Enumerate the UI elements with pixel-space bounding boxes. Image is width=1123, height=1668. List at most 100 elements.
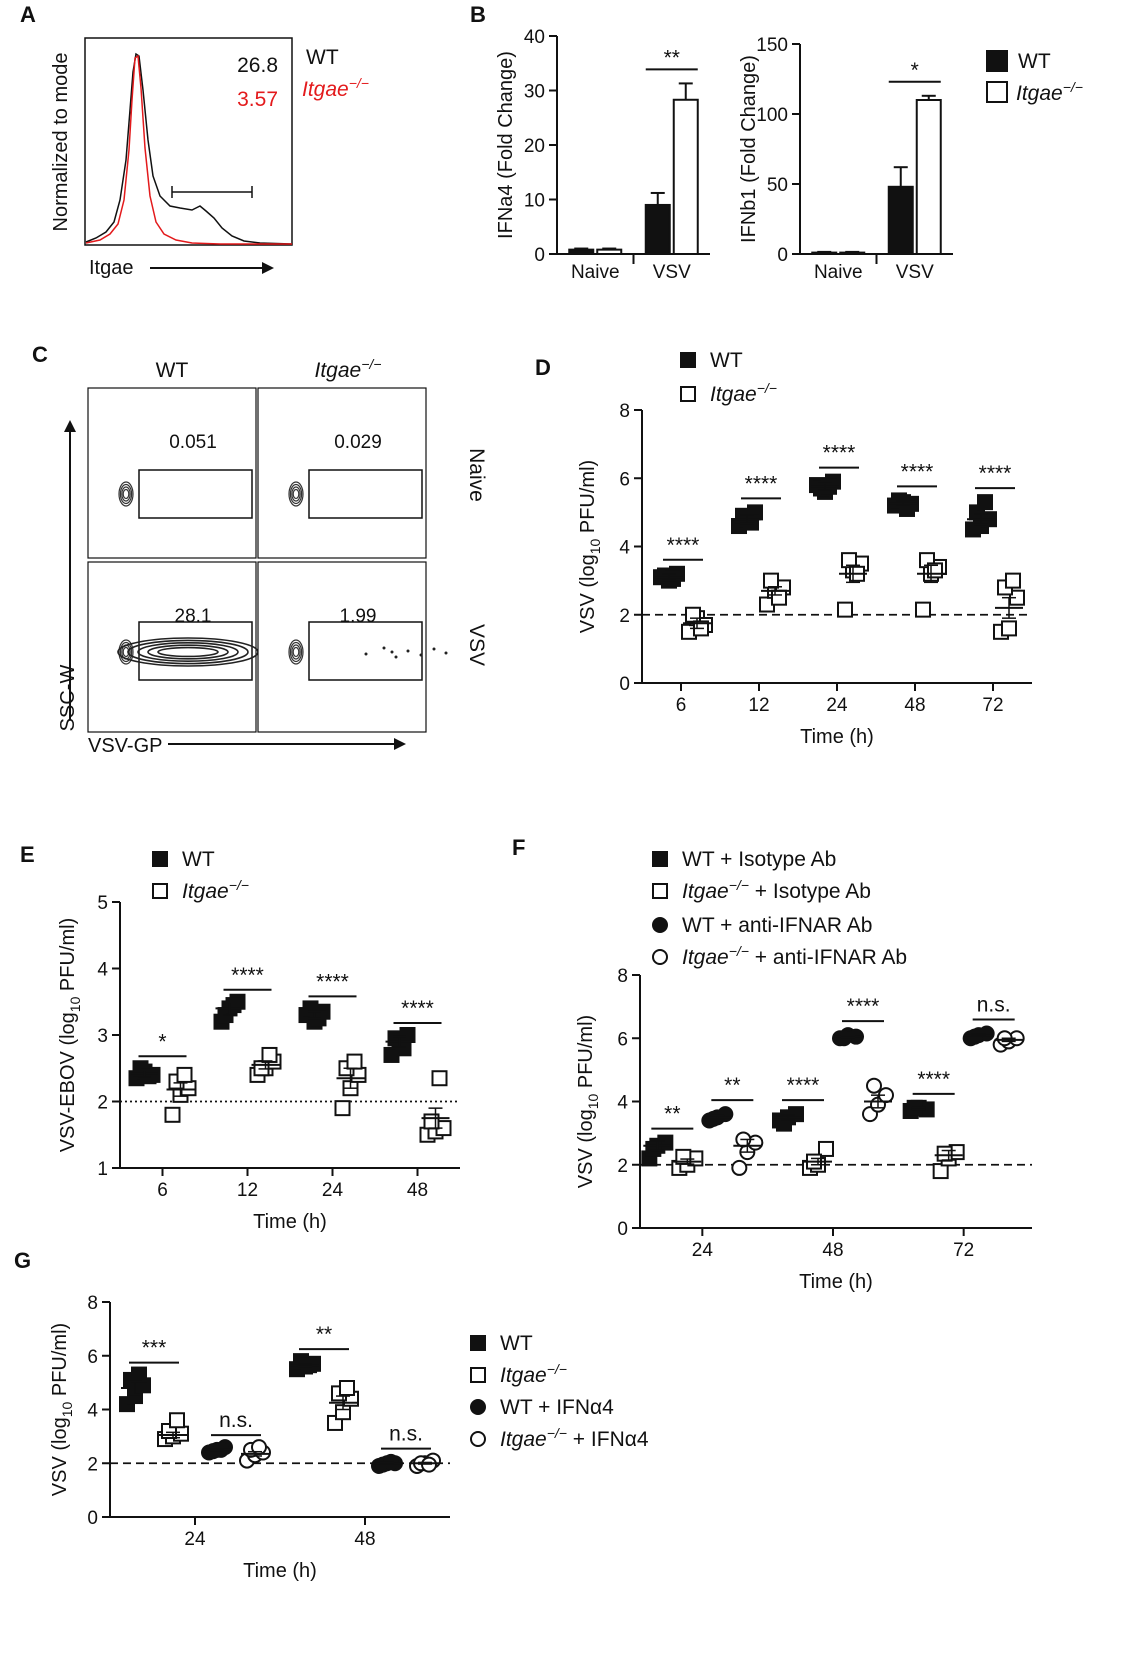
panel-e-sig-label: **** — [401, 997, 434, 1020]
panel-d-sig-label: **** — [979, 462, 1012, 485]
panel-e-sig-label: * — [158, 1030, 166, 1053]
panel-d-y-tick-label: 6 — [619, 469, 630, 490]
ifna4-chart-x-tick-label: Naive — [571, 262, 620, 283]
panel-label-b: B — [470, 2, 486, 27]
wt-histogram-trace — [85, 52, 293, 245]
panel-e-x-tick-label: 48 — [407, 1180, 428, 1201]
panel-d-sig-label: **** — [823, 442, 856, 465]
panel-f-x-label: Time (h) — [799, 1271, 873, 1293]
panel-d-x-tick-label: 48 — [904, 695, 925, 716]
panel-f-x-tick-label: 72 — [953, 1240, 974, 1261]
panel-g-legend-3-marker — [470, 1431, 486, 1447]
ifnb1-chart-x-tick-label: Naive — [814, 262, 863, 283]
panel-f-legend-3-marker — [652, 949, 668, 965]
flow-event-dot — [390, 650, 394, 654]
ifna4-chart-sig-label: ** — [664, 46, 680, 69]
panel-f-y-tick-label: 6 — [617, 1029, 628, 1050]
event-contour — [119, 641, 133, 663]
panel-e-y-tick-label: 5 — [97, 893, 108, 914]
panel-d-sig-label: **** — [667, 534, 700, 557]
panel-f-legend-2-marker — [652, 917, 668, 933]
event-contour — [288, 481, 304, 507]
ifna4-chart-y-tick-label: 0 — [534, 245, 545, 266]
histogram-frame — [84, 37, 293, 246]
panel-f-legend-2-label: WT + anti-IFNAR Ab — [682, 914, 872, 937]
gate-percent: 0.029 — [334, 432, 382, 453]
panel-f-y-label: VSV (log10 PFU/ml) — [575, 1015, 601, 1188]
panel-d-x-tick-label: 6 — [676, 695, 687, 716]
wt-percent: 26.8 — [237, 54, 278, 77]
itgae-percent: 3.57 — [237, 88, 278, 111]
ssc-label: SSC-W — [57, 665, 79, 732]
panel-label-c: C — [32, 342, 48, 367]
panel-f-data-point — [645, 1140, 662, 1157]
panel-d-data-point — [1005, 572, 1021, 589]
panel-g-y-tick-label: 2 — [87, 1454, 98, 1475]
ifnb1-chart-y-label: IFNb1 (Fold Change) — [738, 55, 760, 243]
panel-d-y-tick-label: 8 — [619, 401, 630, 422]
legend-wt: WT — [306, 46, 339, 69]
panel-d-data-point — [837, 601, 853, 618]
panel-f-data-point — [866, 1077, 882, 1094]
legend-wt-label: WT — [1018, 50, 1051, 73]
flow-event-dot — [382, 646, 386, 650]
panel-d-data-point — [915, 601, 931, 618]
event-contour — [288, 639, 304, 665]
ifnb1-chart-y-tick-label: 100 — [756, 105, 788, 126]
legend-itgae: Itgae−/− — [302, 75, 369, 101]
panel-d-data-point — [1001, 620, 1017, 637]
panel-g-sig-label: *** — [142, 1337, 167, 1360]
panel-label-f: F — [512, 835, 525, 860]
event-contour — [118, 481, 134, 507]
panel-e-legend-wt-label: WT — [182, 848, 215, 871]
panel-f-sig-label: n.s. — [977, 994, 1011, 1017]
ifna4-chart-y-tick-label: 10 — [524, 191, 545, 212]
flow-gate — [308, 469, 423, 519]
panel-g-y-tick-label: 4 — [87, 1401, 98, 1422]
ifna4-chart-bar — [672, 98, 699, 255]
ifnb1-chart-sig-label: * — [911, 59, 919, 82]
panel-e-y-tick-label: 4 — [97, 960, 108, 981]
vsv-positive-contour — [127, 639, 249, 665]
panel-f-legend-1-marker — [652, 883, 668, 899]
col-header-wt: WT — [156, 359, 189, 382]
event-contour — [291, 644, 301, 660]
panel-f-x-tick-label: 48 — [822, 1240, 843, 1261]
panel-d-data-point — [685, 606, 701, 623]
panel-f-legend-3-label: Itgae−/− + anti-IFNAR Ab — [682, 943, 907, 969]
panel-f-sig-label: ** — [664, 1103, 680, 1126]
panel-d-data-point — [763, 572, 779, 589]
panel-e-y-label: VSV-EBOV (log10 PFU/ml) — [57, 918, 83, 1153]
itgae-histogram-trace — [85, 54, 292, 245]
panel-d-y-label: VSV (log10 PFU/ml) — [577, 460, 603, 633]
ssc-arrow-head — [64, 420, 76, 432]
ifnb1-chart-bar — [915, 99, 942, 255]
panel-label-e: E — [20, 842, 35, 867]
legend-itgae-label: Itgae−/− — [1016, 79, 1083, 105]
panel-g-y-tick-label: 0 — [87, 1508, 98, 1529]
panel-g-sig-label: n.s. — [219, 1409, 253, 1432]
event-contour — [292, 488, 300, 500]
histogram-y-label: Normalized to mode — [50, 53, 72, 232]
panel-g-x-tick-label: 24 — [184, 1529, 206, 1550]
panel-label-a: A — [20, 2, 36, 27]
panel-d-sig-label: **** — [745, 472, 778, 495]
panel-g-y-label: VSV (log10 PFU/ml) — [49, 1323, 75, 1496]
panel-e-sig-label: **** — [316, 970, 349, 993]
panel-d-y-tick-label: 4 — [619, 538, 630, 559]
ifna4-chart-y-tick-label: 20 — [524, 136, 545, 157]
row-header-naive: Naive — [465, 448, 488, 502]
panel-e-data-point — [395, 1040, 412, 1057]
flow-plot-frame — [87, 387, 257, 559]
event-contour — [122, 488, 130, 500]
event-contour — [119, 483, 133, 505]
panel-e-data-point — [431, 1070, 448, 1087]
panel-label-g: G — [14, 1248, 31, 1273]
panel-e-y-tick-label: 1 — [97, 1159, 108, 1180]
panel-e-legend-itgae-label: Itgae−/− — [182, 877, 249, 903]
panel-d-x-tick-label: 24 — [826, 695, 848, 716]
panel-e-data-point — [176, 1066, 193, 1083]
panel-e-sig-label: **** — [231, 964, 264, 987]
panel-e-data-point — [164, 1106, 181, 1123]
panel-f-y-tick-label: 8 — [617, 966, 628, 987]
